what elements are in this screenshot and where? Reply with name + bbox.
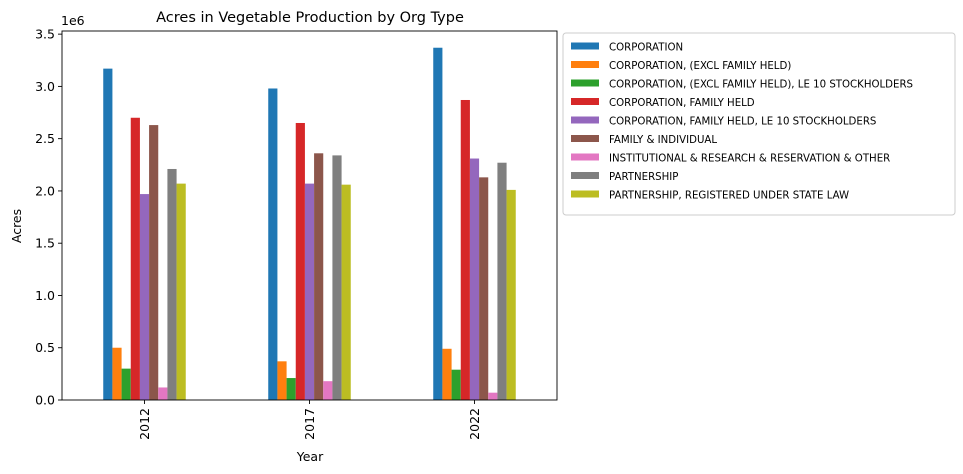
legend-swatch [571,135,599,142]
bar [103,68,113,400]
bar [268,88,278,401]
bar [460,99,470,401]
legend-label: CORPORATION, FAMILY HELD, LE 10 STOCKHOL… [609,117,876,128]
bar [121,368,131,400]
bar [112,347,122,400]
bar [323,381,333,400]
legend-swatch [571,42,599,50]
legend-swatch [571,190,599,198]
legend-label: CORPORATION, (EXCL FAMILY HELD) [609,61,791,72]
y-axis-label: Acres [9,209,24,243]
y-tick-label: 3.5 [35,27,55,42]
bar [286,378,296,400]
legend-label: CORPORATION [609,43,683,54]
x-axis-label: Year [296,449,324,464]
bar [130,117,140,400]
y-tick-label: 1.5 [35,236,55,251]
bar [332,155,342,400]
bar [176,183,186,400]
legend: CORPORATION CORPORATION, (EXCL FAMILY HEL… [562,32,956,216]
chart-title: Acres in Vegetable Production by Org Typ… [156,10,464,26]
bar [469,158,480,400]
legend-label: CORPORATION, (EXCL FAMILY HELD), LE 10 S… [609,80,913,91]
axes-layer: 0.0 0.5 1.0 1.5 2.0 2.5 3.0 3.5 2012 2017 2022 [35,27,558,440]
legend-label: PARTNERSHIP, REGISTERED UNDER STATE LAW [609,191,849,202]
x-tick-label: 2017 [302,408,317,440]
legend-label: FAMILY & INDIVIDUAL [609,135,717,146]
legend-frame [562,32,956,216]
x-tick-label: 2022 [467,408,482,440]
y-offset-label: 1e6 [61,13,85,28]
legend-swatch [571,116,599,124]
bar [149,125,159,400]
legend-swatch [571,172,599,179]
legend-label: INSTITUTIONAL & RESEARCH & RESERVATION &… [609,154,890,165]
bars-layer [103,47,516,401]
bar [497,162,507,400]
legend-swatch [571,98,599,105]
bar [295,122,305,401]
bar [506,189,516,400]
legend-swatch [571,61,599,68]
legend-swatch [571,79,599,87]
bar [451,369,461,400]
bar [158,387,168,400]
y-tick-label: 2.5 [35,131,55,146]
bar [433,47,443,400]
bar [341,184,351,400]
x-tick-label: 2012 [137,408,152,440]
bar [304,183,315,400]
y-tick-label: 0.5 [35,340,55,355]
legend-label: PARTNERSHIP [609,172,678,183]
y-tick-label: 1.0 [35,288,55,303]
y-tick-label: 2.0 [35,183,55,198]
bar [139,194,150,400]
legend-label: CORPORATION, FAMILY HELD [609,98,755,109]
bar [167,168,177,400]
bar [479,177,489,400]
bar [488,392,498,400]
bar [442,348,452,400]
legend-swatch [571,153,599,161]
y-tick-label: 0.0 [35,393,55,408]
bar [314,153,324,400]
bar [277,361,287,400]
y-tick-label: 3.0 [35,79,55,94]
